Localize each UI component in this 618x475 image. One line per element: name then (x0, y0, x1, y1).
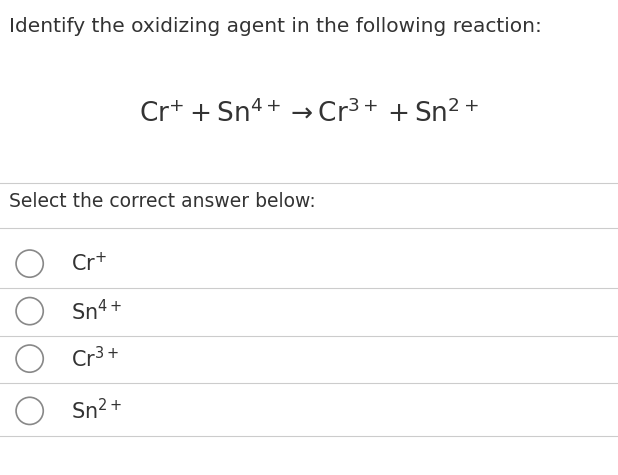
Text: $\mathregular{Cr^{+}}$: $\mathregular{Cr^{+}}$ (71, 252, 107, 275)
Text: $\mathregular{Sn^{4+}}$: $\mathregular{Sn^{4+}}$ (71, 298, 122, 324)
Text: Select the correct answer below:: Select the correct answer below: (9, 192, 316, 211)
Text: $\mathregular{Sn^{2+}}$: $\mathregular{Sn^{2+}}$ (71, 398, 122, 424)
Text: Identify the oxidizing agent in the following reaction:: Identify the oxidizing agent in the foll… (9, 17, 542, 36)
Text: $\mathregular{Cr^{+} + Sn^{4+} \rightarrow Cr^{3+} + Sn^{2+}}$: $\mathregular{Cr^{+} + Sn^{4+} \rightarr… (139, 100, 479, 128)
Text: $\mathregular{Cr^{3+}}$: $\mathregular{Cr^{3+}}$ (71, 346, 119, 371)
